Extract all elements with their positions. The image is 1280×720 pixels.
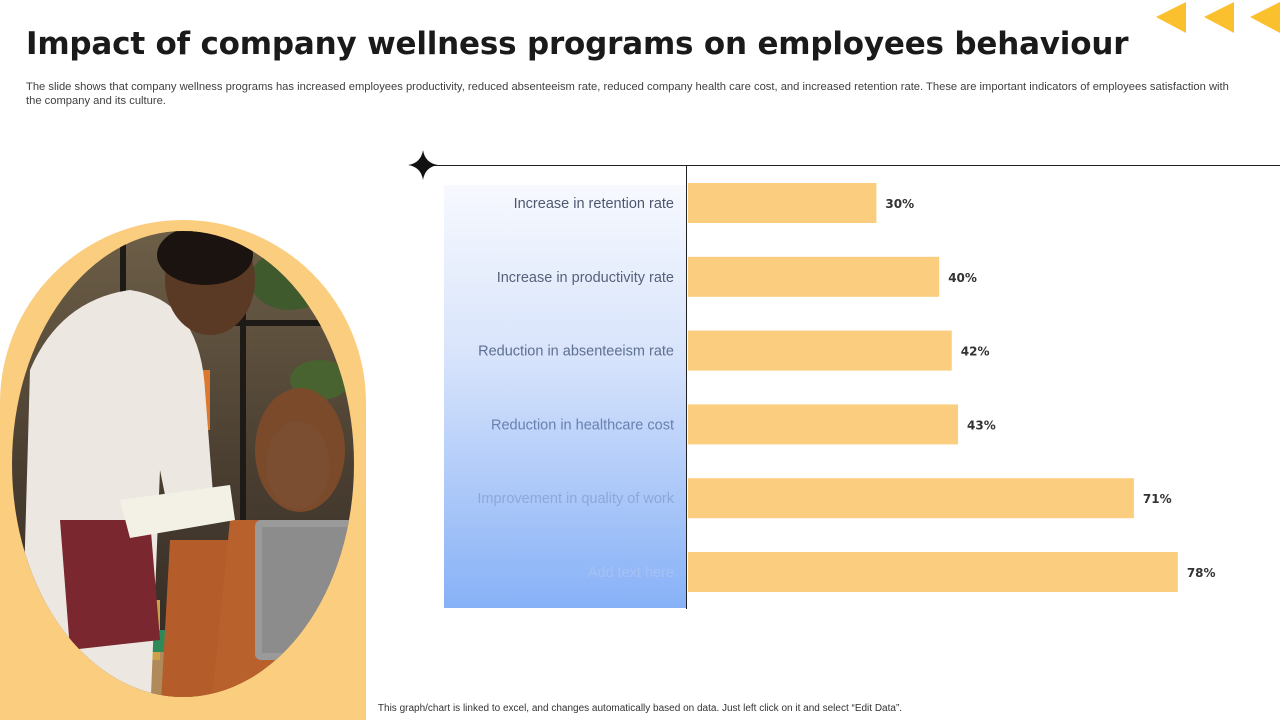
employees-photo xyxy=(12,231,354,697)
arrow-left-icon xyxy=(1204,2,1234,33)
category-label-panel xyxy=(444,185,687,608)
slide-title: Impact of company wellness programs on e… xyxy=(26,26,1129,62)
bar[interactable] xyxy=(688,330,952,371)
chart-bars: Increase in retention rate 30% Increase in… xyxy=(477,183,1216,592)
category-label: Reduction in healthcare cost xyxy=(491,417,674,433)
bar-value-label: 71% xyxy=(1143,492,1172,506)
bar[interactable] xyxy=(688,478,1134,519)
category-label: Increase in retention rate xyxy=(514,196,674,212)
bar[interactable] xyxy=(688,183,877,223)
arrow-left-icon xyxy=(1156,2,1186,33)
bar-value-label: 43% xyxy=(967,418,996,432)
category-label: Reduction in absenteeism rate xyxy=(478,344,674,360)
bar[interactable] xyxy=(688,256,940,297)
bar[interactable] xyxy=(688,552,1178,592)
category-label: Increase in productivity rate xyxy=(497,270,674,286)
bar-value-label: 42% xyxy=(961,345,990,359)
photo-frame xyxy=(0,220,366,720)
bar-value-label: 30% xyxy=(885,197,914,211)
bar-value-label: 78% xyxy=(1187,566,1216,580)
category-label: Add text here xyxy=(588,565,674,581)
sparkle-star-icon xyxy=(408,150,438,180)
bar[interactable] xyxy=(688,404,959,445)
category-label: Improvement in quality of work xyxy=(477,491,674,507)
arrow-left-icon xyxy=(1250,2,1280,33)
chart-value-axis xyxy=(686,165,687,609)
corner-arrows-decoration xyxy=(1156,2,1280,33)
chart-top-axis-line xyxy=(423,165,1280,166)
chart-footnote: This graph/chart is linked to excel, and… xyxy=(377,703,903,714)
bar-value-label: 40% xyxy=(948,271,977,285)
bar-chart: Increase in retention rate 30% Increase in… xyxy=(400,145,1280,620)
slide-subtitle: The slide shows that company wellness pr… xyxy=(26,81,1229,107)
